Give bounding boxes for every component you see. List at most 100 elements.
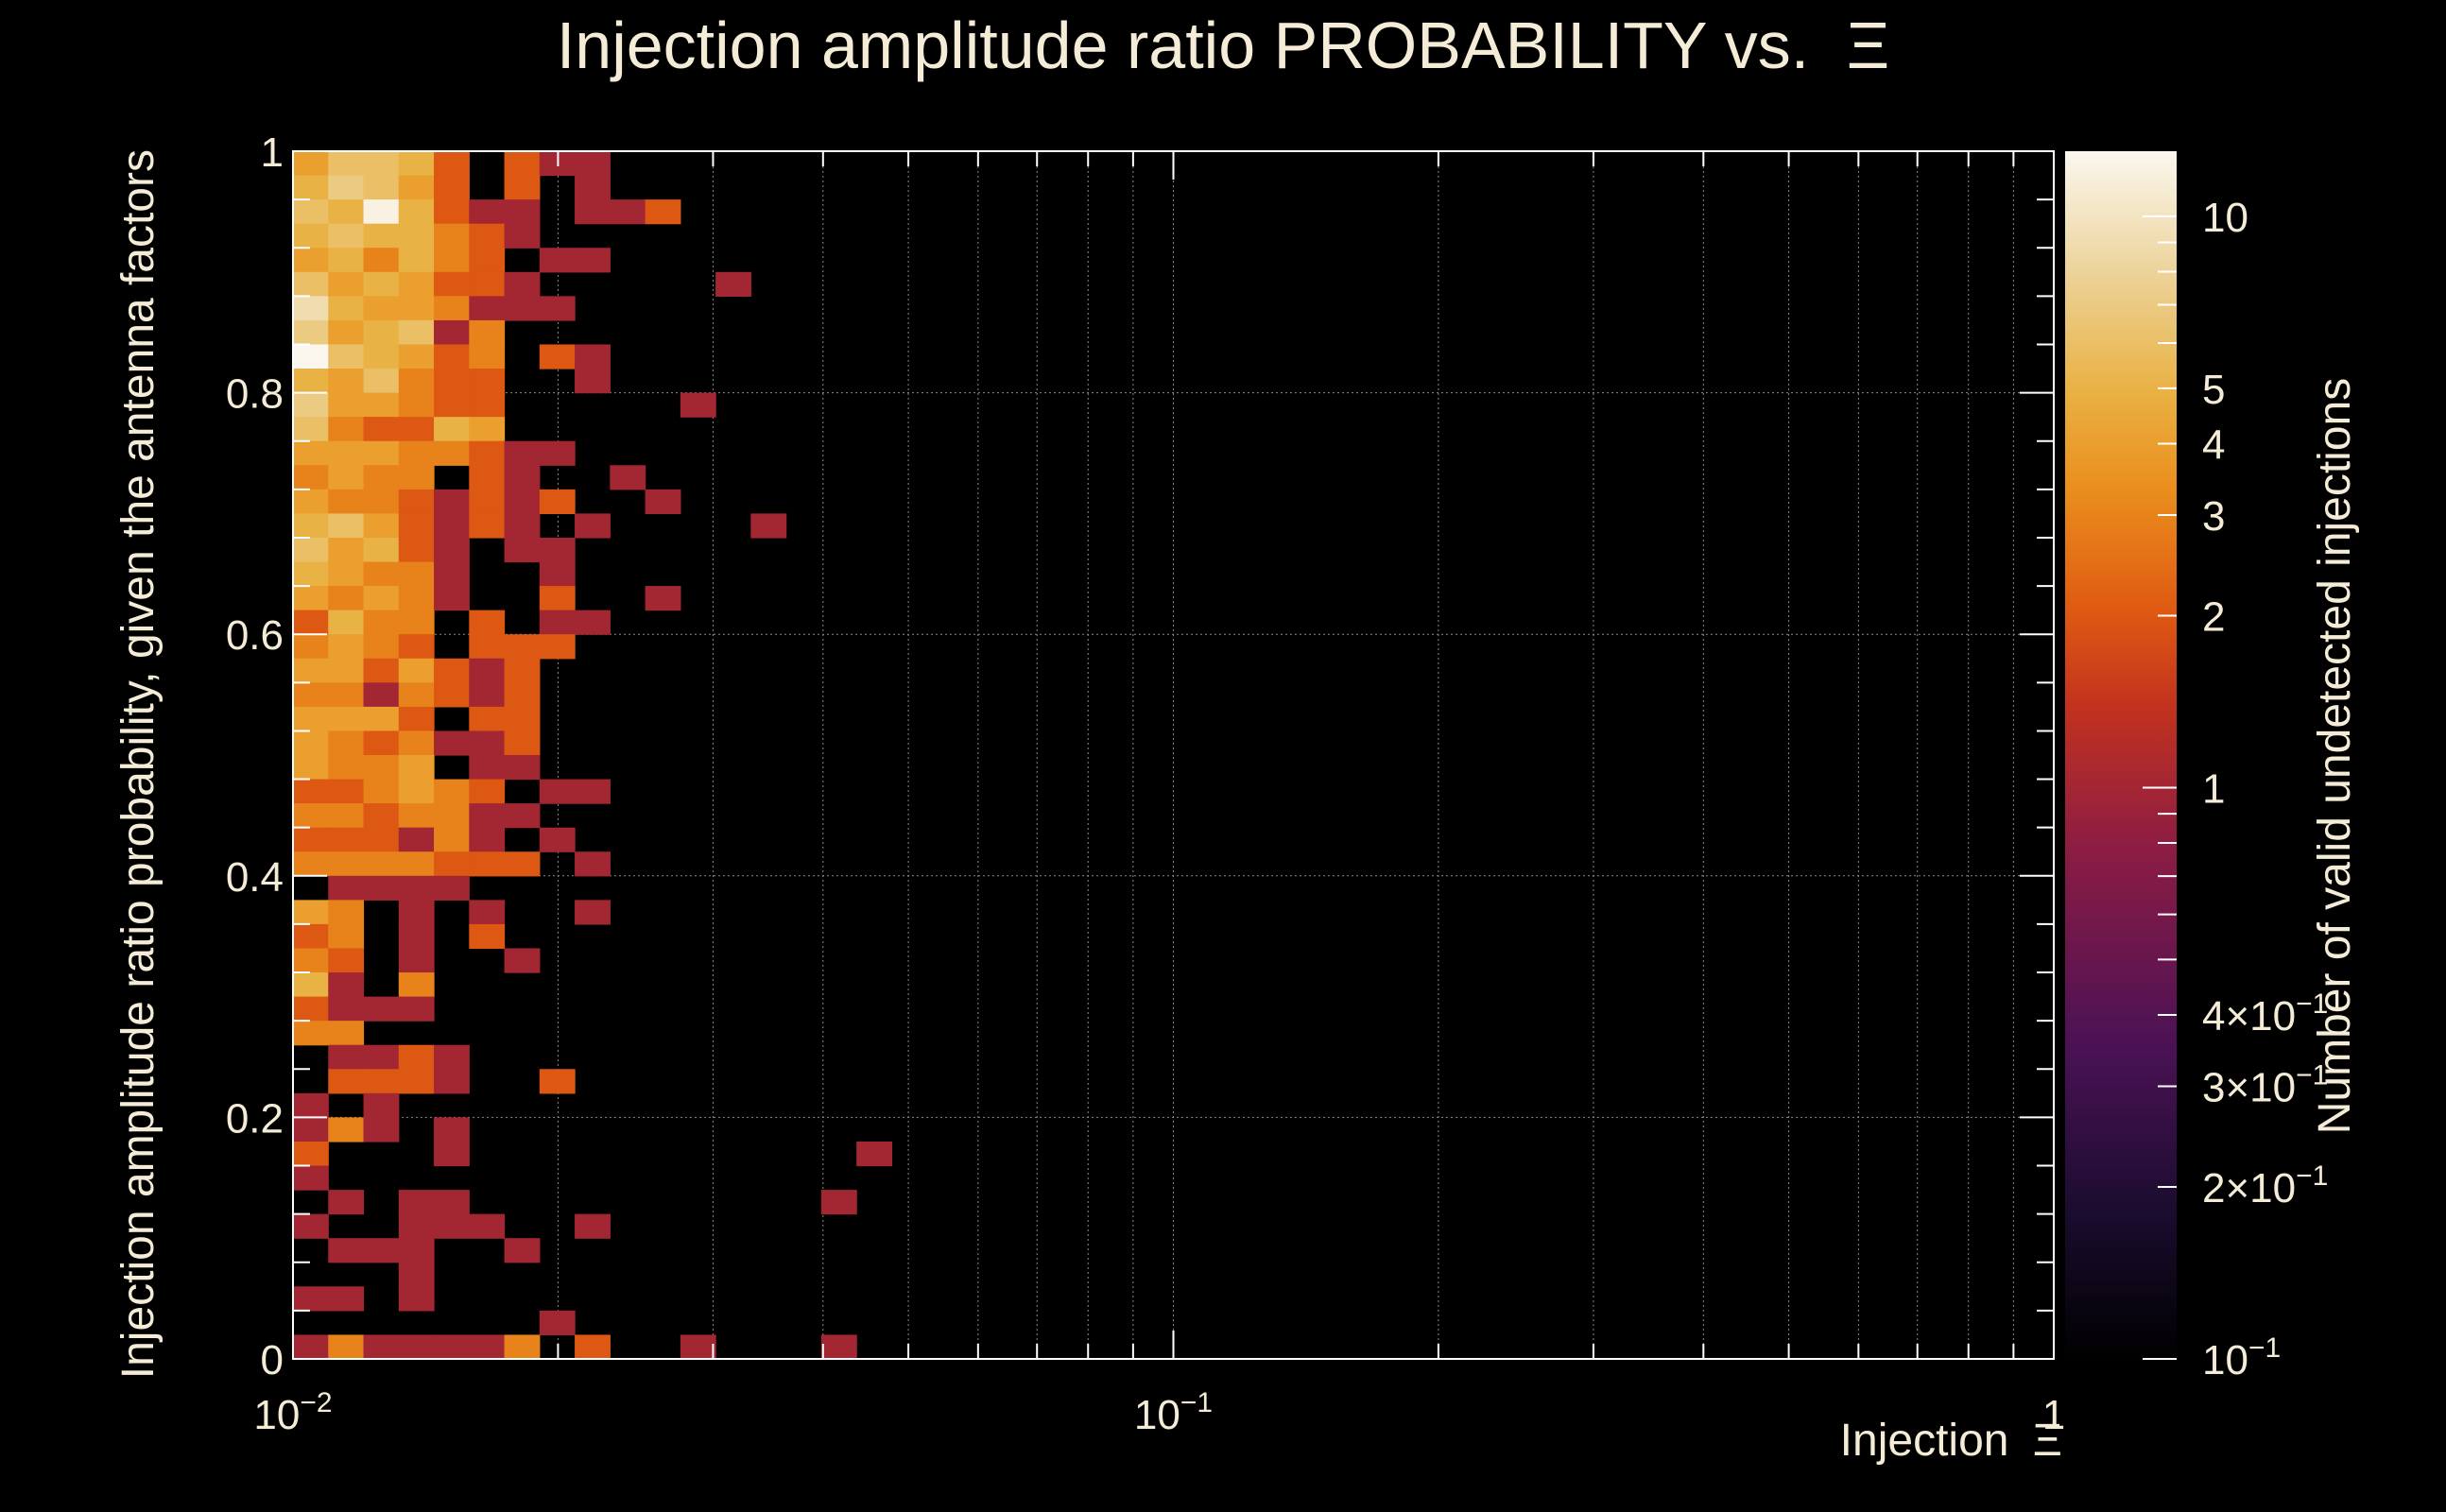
heatmap-cell xyxy=(293,779,329,804)
heatmap-cell xyxy=(328,1334,365,1360)
heatmap-cell xyxy=(293,658,329,683)
heatmap-cell xyxy=(398,755,435,781)
heatmap-cell xyxy=(293,151,329,177)
heatmap-cell xyxy=(469,199,506,225)
heatmap-cell xyxy=(328,513,365,539)
heatmap-cell xyxy=(469,1213,506,1239)
heatmap-cell xyxy=(504,682,541,708)
heatmap-cell xyxy=(398,996,435,1022)
heatmap-cell xyxy=(398,1286,435,1312)
color-scale-tick-label-base: 2 xyxy=(2202,593,2225,640)
heatmap-cell xyxy=(398,319,435,346)
heatmap-cell xyxy=(504,465,541,490)
heatmap-cell xyxy=(293,610,329,635)
heatmap-cell xyxy=(293,537,329,563)
heatmap-cell xyxy=(328,755,365,781)
color-scale-tick-label-exponent: −1 xyxy=(2296,1160,2328,1192)
color-scale-tick-label: 10 xyxy=(2202,195,2248,241)
heatmap-cell xyxy=(293,319,329,346)
heatmap-cell xyxy=(328,561,365,587)
heatmap-cell xyxy=(469,369,506,394)
heatmap-cell xyxy=(363,175,400,200)
heatmap-cell xyxy=(363,1238,400,1263)
heatmap-cell xyxy=(398,537,435,563)
heatmap-cell xyxy=(434,827,470,852)
color-scale-tick-label-base: 10 xyxy=(2202,1337,2248,1383)
heatmap-cell xyxy=(504,296,541,321)
heatmap-cell xyxy=(398,875,435,901)
heatmap-cell xyxy=(575,369,611,394)
heatmap-cell xyxy=(328,248,365,273)
heatmap-cell xyxy=(645,489,681,514)
color-scale-tick-label: 3 xyxy=(2202,493,2225,540)
heatmap-cell xyxy=(328,151,365,177)
x-tick-label-base: 10 xyxy=(253,1392,300,1438)
heatmap-cell xyxy=(363,634,400,660)
heatmap-cell xyxy=(363,755,400,781)
heatmap-cell xyxy=(504,658,541,683)
heatmap-cell xyxy=(434,223,470,249)
heatmap-cell xyxy=(645,586,681,611)
heatmap-cell xyxy=(363,1092,400,1118)
heatmap-cell xyxy=(363,803,400,829)
heatmap-cell xyxy=(504,948,541,973)
heatmap-cell xyxy=(539,344,576,369)
x-axis-title-text: Injection xyxy=(1840,1416,2009,1466)
heatmap-cell xyxy=(293,561,329,587)
heatmap-cell xyxy=(293,199,329,225)
heatmap-cell xyxy=(328,271,365,297)
color-scale-tick-label: 1 xyxy=(2202,765,2225,812)
heatmap-cell xyxy=(398,561,435,587)
heatmap-cell xyxy=(293,923,329,950)
heatmap-cell xyxy=(398,223,435,249)
color-scale-tick-label-base: 3 xyxy=(2202,493,2225,540)
heatmap-cell xyxy=(328,1044,365,1070)
heatmap-cell xyxy=(398,1069,435,1094)
heatmap-cell xyxy=(539,779,576,804)
heatmap-cell xyxy=(328,537,365,563)
heatmap-cell xyxy=(328,465,365,490)
heatmap-cell xyxy=(293,706,329,732)
heatmap-cell xyxy=(293,996,329,1022)
heatmap-cell xyxy=(363,1069,400,1094)
heatmap-cell xyxy=(539,248,576,273)
heatmap-cell xyxy=(469,682,506,708)
heatmap-cell xyxy=(328,1069,365,1094)
chart-title-text: Injection amplitude ratio PROBABILITY vs… xyxy=(557,9,1809,82)
heatmap-cell xyxy=(363,271,400,297)
heatmap-cell xyxy=(610,465,646,490)
heatmap-cell xyxy=(328,175,365,200)
y-tick-label: 0.6 xyxy=(226,612,284,659)
heatmap-cell xyxy=(363,1044,400,1070)
heatmap-cell xyxy=(328,682,365,708)
heatmap-cell xyxy=(434,199,470,225)
heatmap-cell xyxy=(328,972,365,998)
heatmap-cell xyxy=(469,730,506,756)
heatmap-cell xyxy=(293,513,329,539)
y-tick-label: 0.4 xyxy=(226,854,284,901)
heatmap-cell xyxy=(504,1334,541,1360)
color-scale-tick-label: 5 xyxy=(2202,367,2225,413)
heatmap-cell xyxy=(434,730,470,756)
heatmap-cell xyxy=(539,634,576,660)
heatmap-cell xyxy=(363,996,400,1022)
heatmap-cell xyxy=(328,875,365,901)
heatmap-cell xyxy=(504,513,541,539)
x-tick-label: 1 xyxy=(2042,1392,2065,1438)
heatmap-cell xyxy=(293,175,329,200)
heatmap-cell xyxy=(398,369,435,394)
heatmap-cell xyxy=(539,1310,576,1336)
heatmap-cell xyxy=(363,827,400,852)
y-axis-ticks: 0 0.2 0.4 0.6 0.8 1 xyxy=(226,129,2054,1383)
heatmap-cell xyxy=(398,1334,435,1360)
heatmap-cell xyxy=(363,658,400,683)
heatmap-cell xyxy=(434,803,470,829)
heatmap-cell xyxy=(398,151,435,177)
heatmap-cell xyxy=(328,851,365,877)
color-scale-tick-label-base: 4×10 xyxy=(2202,993,2296,1040)
heatmap-cell xyxy=(398,392,435,418)
heatmap-cell xyxy=(363,199,400,225)
heatmap-cell xyxy=(504,223,541,249)
